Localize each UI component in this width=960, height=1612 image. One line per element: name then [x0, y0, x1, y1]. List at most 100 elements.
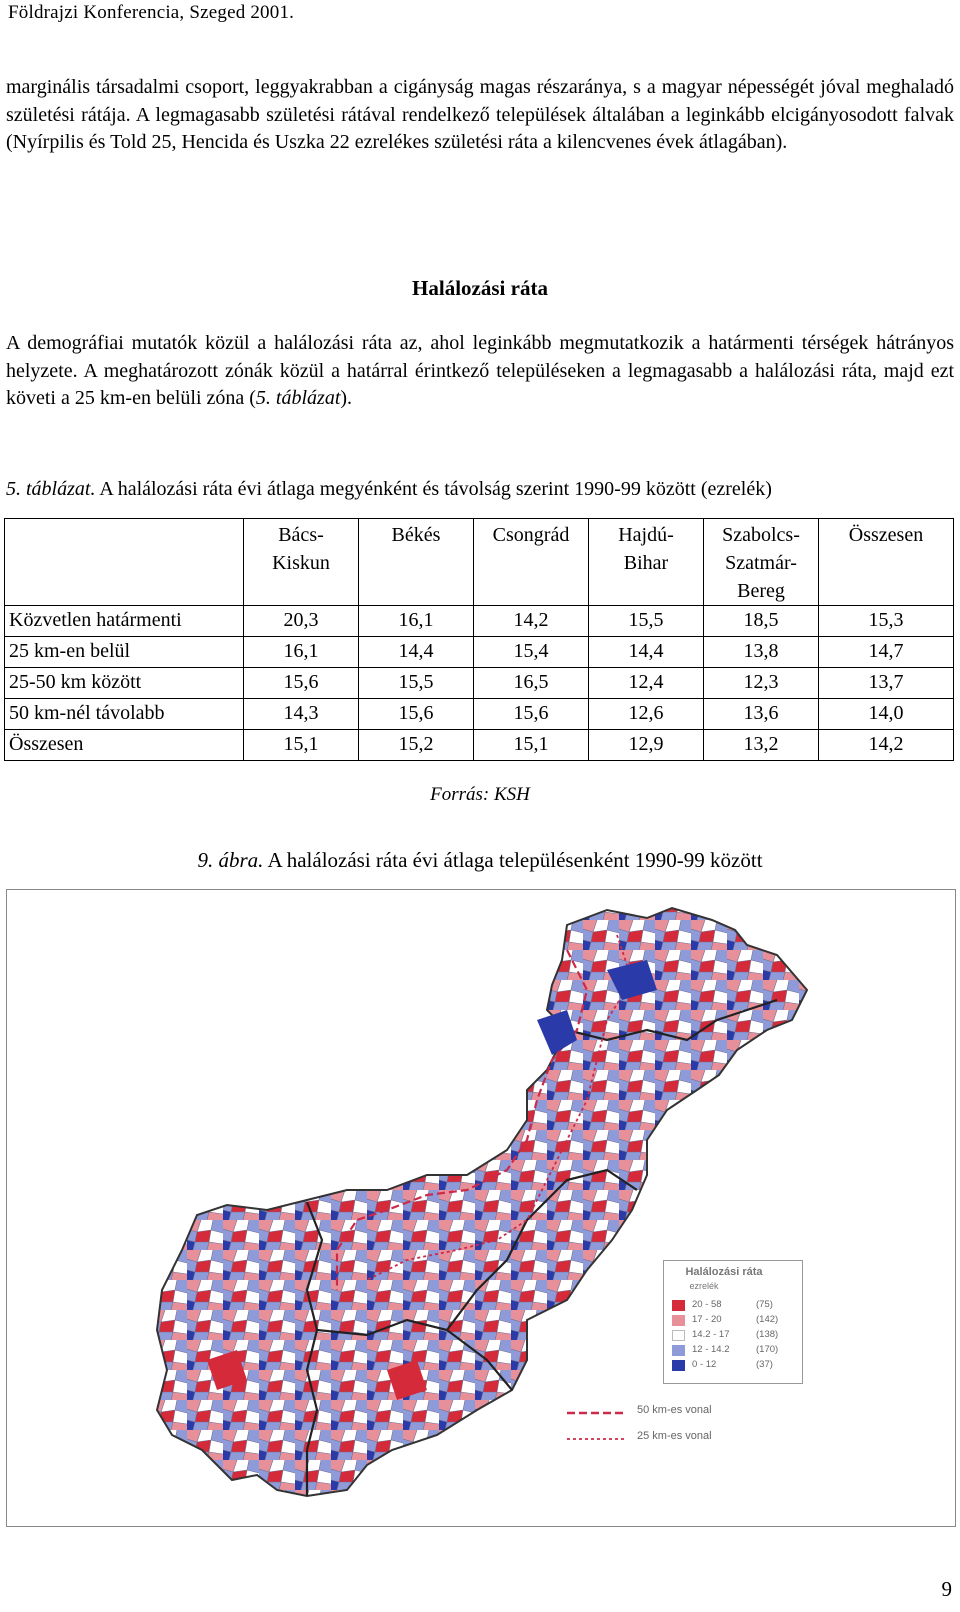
table-row: 25-50 km között 15,6 15,5 16,5 12,4 12,3… [4, 667, 954, 699]
table-cell: 15,3 [818, 605, 954, 637]
legend-swatch [672, 1345, 685, 1356]
table-cell: 14,7 [818, 636, 954, 668]
table-cell: 14,2 [818, 729, 954, 761]
paragraph-end: ). [340, 387, 353, 409]
page-number: 9 [941, 1577, 953, 1601]
map-legend: Halálozási ráta ezrelék 20 - 58 (75) 17 … [663, 1260, 803, 1384]
legend-swatch [672, 1300, 685, 1311]
table-header-cell: Szabolcs- Szatmár- Bereg [703, 518, 819, 606]
legend-swatch [672, 1360, 685, 1371]
row-label: 25 km-en belül [4, 636, 244, 668]
table-cell: 12,3 [703, 667, 819, 699]
table-row: 25 km-en belül 16,1 14,4 15,4 14,4 13,8 … [4, 636, 954, 668]
legend-title: Halálozási ráta [685, 1266, 763, 1278]
legend-swatch [672, 1315, 685, 1326]
line-legend-label: 25 km-es vonal [637, 1430, 712, 1442]
table-cell: 13,7 [818, 667, 954, 699]
region-polygon [207, 1350, 247, 1390]
dotted-line-icon [567, 1438, 627, 1440]
data-table: Bács- Kiskun Békés Csongrád Hajdú- Bihar… [4, 518, 954, 761]
legend-subtitle: ezrelék [689, 1281, 719, 1291]
table-cell: 14,0 [818, 698, 954, 730]
table-cell: 16,1 [358, 605, 474, 637]
table-cell: 16,1 [243, 636, 359, 668]
paragraph-text: A demográfiai mutatók közül a halálozási… [6, 332, 954, 409]
table-header-cell: Hajdú- Bihar [588, 518, 704, 606]
county-border [446, 1168, 638, 1331]
legend-range: 17 - 20 [692, 1314, 722, 1325]
region-polygon [387, 1360, 427, 1400]
table-caption-text: A halálozási ráta évi átlaga megyénként … [95, 478, 772, 500]
row-label: 25-50 km között [4, 667, 244, 699]
table-reference: 5. táblázat [255, 387, 341, 409]
figure-caption: 9. ábra. A halálozási ráta évi átlaga te… [0, 848, 960, 873]
legend-range: 14.2 - 17 [692, 1329, 730, 1340]
line-legend-label: 50 km-es vonal [637, 1404, 712, 1416]
table-cell: 16,5 [473, 667, 589, 699]
line-25km [366, 934, 633, 1281]
table-caption-label: 5. táblázat. [6, 478, 96, 500]
table-cell: 14,4 [588, 636, 704, 668]
county-border [305, 1201, 324, 1496]
table-cell: 13,2 [703, 729, 819, 761]
table-row: Összesen 15,1 15,2 15,1 12,9 13,2 14,2 [4, 729, 954, 761]
legend-count: (75) [756, 1299, 773, 1310]
table-row: 50 km-nél távolabb 14,3 15,6 15,6 12,6 1… [4, 698, 954, 730]
region-polygon [155, 906, 809, 1498]
table-cell: 15,2 [358, 729, 474, 761]
row-label: Összesen [4, 729, 244, 761]
row-label: Közvetlen határmenti [4, 605, 244, 637]
table-cell: 15,1 [473, 729, 589, 761]
table-cell: 14,3 [243, 698, 359, 730]
legend-swatch [672, 1330, 685, 1341]
table-cell: 15,6 [243, 667, 359, 699]
section-heading: Halálozási ráta [412, 276, 548, 300]
choropleth-map [155, 906, 809, 1498]
county-border [316, 1318, 513, 1391]
table-cell: 20,3 [243, 605, 359, 637]
table-header-cell: Békés [358, 518, 474, 606]
legend-count: (138) [756, 1329, 779, 1340]
row-label: 50 km-nél távolabb [4, 698, 244, 730]
table-cell: 15,1 [243, 729, 359, 761]
table-cell: 13,6 [703, 698, 819, 730]
legend-count: (142) [756, 1314, 779, 1325]
table-source: Forrás: KSH [430, 784, 530, 805]
table-cell: 18,5 [703, 605, 819, 637]
table-header-cell: Csongrád [473, 518, 589, 606]
map-figure: Halálozási ráta ezrelék 20 - 58 (75) 17 … [6, 889, 956, 1527]
table-cell: 15,5 [588, 605, 704, 637]
legend-range: 20 - 58 [692, 1299, 722, 1310]
line-50km [335, 949, 589, 1290]
table-header-cell: Bács- Kiskun [243, 518, 359, 606]
county-border [566, 998, 778, 1042]
table-header-cell: Összesen [818, 518, 954, 606]
table-cell: 12,9 [588, 729, 704, 761]
table-caption: 5. táblázat. A halálozási ráta évi átlag… [6, 478, 772, 501]
table-cell: 14,2 [473, 605, 589, 637]
legend-count: (170) [756, 1344, 779, 1355]
figure-caption-label: 9. ábra. [197, 848, 264, 872]
region-polygon [537, 1010, 577, 1055]
legend-range: 12 - 14.2 [692, 1344, 730, 1355]
table-header-row: Bács- Kiskun Békés Csongrád Hajdú- Bihar… [4, 518, 954, 606]
table-cell: 15,6 [358, 698, 474, 730]
table-cell: 15,5 [358, 667, 474, 699]
paragraph-death-rate: A demográfiai mutatók közül a halálozási… [6, 330, 954, 413]
table-cell: 13,8 [703, 636, 819, 668]
table-row: Közvetlen határmenti 20,3 16,1 14,2 15,5… [4, 605, 954, 637]
table-cell: 15,4 [473, 636, 589, 668]
dashed-line-icon [567, 1411, 627, 1415]
region-polygon [607, 960, 657, 1000]
table-cell: 12,6 [588, 698, 704, 730]
page-header: Földrajzi Konferencia, Szeged 2001. [8, 2, 295, 23]
legend-range: 0 - 12 [692, 1359, 717, 1370]
legend-count: (37) [756, 1359, 773, 1370]
line-legend-25km: 25 km-es vonal [567, 1430, 767, 1446]
table-cell: 14,4 [358, 636, 474, 668]
line-legend-50km: 50 km-es vonal [567, 1404, 767, 1420]
figure-caption-text: A halálozási ráta évi átlaga településen… [263, 848, 763, 872]
table-cell: 12,4 [588, 667, 704, 699]
table-cell: 15,6 [473, 698, 589, 730]
paragraph-birth-rate: marginális társadalmi csoport, leggyakra… [6, 76, 954, 153]
